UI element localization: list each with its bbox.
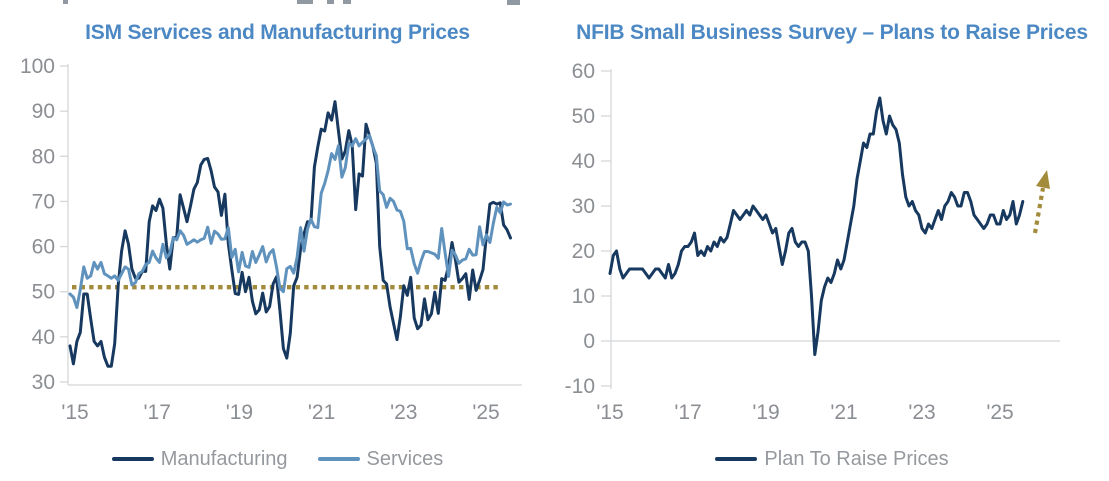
x-axis-tick-label: '19 xyxy=(752,401,779,424)
y-axis-tick-label: 20 xyxy=(572,240,595,263)
right-chart-legend: Plan To Raise Prices xyxy=(555,445,1109,473)
x-axis-tick-label: '15 xyxy=(596,401,623,424)
y-axis-tick-label: 70 xyxy=(32,190,55,213)
manufacturing-line-swatch xyxy=(111,457,154,461)
y-axis-tick-label: 60 xyxy=(32,236,55,259)
services-line xyxy=(68,134,512,309)
y-axis-tick-label: 0 xyxy=(583,330,595,353)
legend-item-services: Services xyxy=(317,447,444,471)
nfib-plans-chart: 60 50 40 30 20 10 0 -10'15 '17 '19 '21 '23 '25 xyxy=(565,60,1060,424)
legend-label-plan-to-raise-prices: Plan To Raise Prices xyxy=(764,447,949,470)
y-axis-tick-label: 30 xyxy=(572,195,595,218)
left-chart-title: ISM Services and Manufacturing Prices xyxy=(85,21,470,44)
y-axis-tick-label: -10 xyxy=(565,375,595,398)
services-line-swatch xyxy=(317,457,360,461)
x-axis-tick-label: '21 xyxy=(308,401,335,424)
y-axis-tick-label: 80 xyxy=(32,145,55,168)
legend-label-manufacturing: Manufacturing xyxy=(160,447,288,470)
x-axis-tick-label: '23 xyxy=(908,401,935,424)
y-axis-tick-label: 40 xyxy=(572,150,595,173)
y-axis-tick-label: 40 xyxy=(32,326,55,349)
manufacturing-line xyxy=(68,100,512,368)
cropped-text-fragment xyxy=(327,0,334,4)
x-axis-tick-label: '25 xyxy=(986,401,1013,424)
legend-item-plan-to-raise-prices: Plan To Raise Prices xyxy=(715,447,949,471)
x-axis-tick-label: '25 xyxy=(472,401,499,424)
cropped-text-fragment xyxy=(297,0,313,4)
x-axis-tick-label: '21 xyxy=(830,401,857,424)
trend-arrow-head xyxy=(1036,170,1050,189)
cropped-text-fragment xyxy=(63,0,68,4)
ism-prices-chart: 100 90 80 70 60 50 40 30 '15 '17 '19 '21 '23 '25 xyxy=(20,55,522,424)
right-chart-title: NFIB Small Business Survey – Plans to Ra… xyxy=(576,21,1088,44)
trend-arrow-shaft xyxy=(1032,187,1046,234)
y-axis-tick-label: 50 xyxy=(32,281,55,304)
left-chart-legend: Manufacturing Services xyxy=(0,445,555,473)
cropped-text-fragment xyxy=(507,0,520,5)
cropped-text-fragment xyxy=(343,0,351,4)
x-axis-tick-label: '19 xyxy=(226,401,253,424)
y-axis-tick-label: 50 xyxy=(572,105,595,128)
legend-label-services: Services xyxy=(366,447,444,470)
x-axis-tick-label: '23 xyxy=(390,401,417,424)
legend-item-manufacturing: Manufacturing xyxy=(111,447,288,471)
plan-to-raise-prices-line-swatch xyxy=(715,457,758,461)
y-axis-tick-label: 60 xyxy=(572,60,595,83)
x-axis-tick-label: '17 xyxy=(144,401,171,424)
x-axis-tick-label: '15 xyxy=(61,401,88,424)
y-axis-tick-label: 30 xyxy=(32,371,55,394)
y-axis-tick-label: 100 xyxy=(20,55,55,78)
y-axis-tick-label: 10 xyxy=(572,285,595,308)
plan-to-raise-prices-line xyxy=(608,96,1025,356)
y-axis-tick-label: 90 xyxy=(32,100,55,123)
x-axis-tick-label: '17 xyxy=(674,401,701,424)
